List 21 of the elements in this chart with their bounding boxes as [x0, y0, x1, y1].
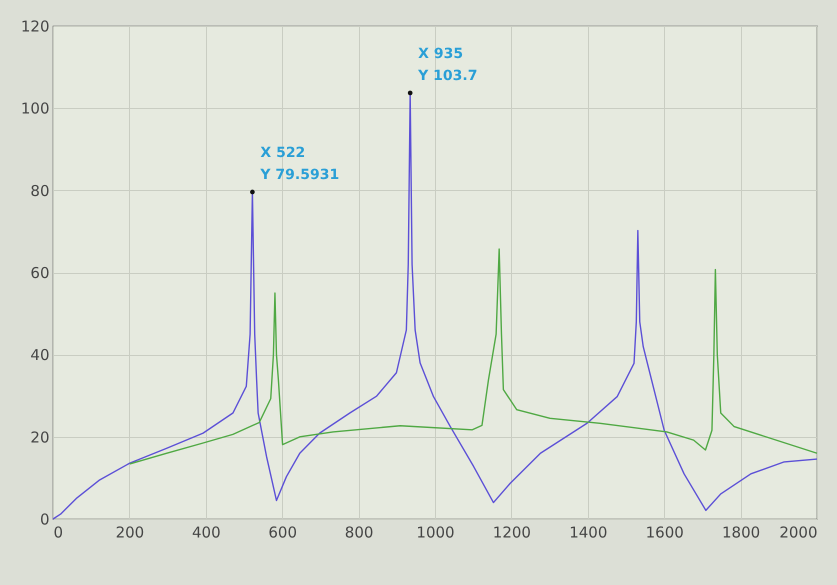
x-tick-label: 800: [344, 524, 374, 542]
y-tick-label: 40: [30, 346, 50, 364]
y-tick-label: 120: [20, 18, 50, 36]
y-tick-label: 20: [30, 428, 50, 446]
x-tick-label: 0: [54, 524, 64, 542]
x-tick-label: 1400: [569, 524, 608, 542]
x-tick-label: 1200: [492, 524, 531, 542]
x-tick-label: 200: [116, 524, 144, 542]
x-tick-label: 1000: [416, 524, 455, 542]
x-tick-label: 1800: [722, 524, 760, 542]
x-tick-label: 400: [192, 524, 221, 542]
y-tick-label: 100: [20, 100, 50, 118]
y-tick-label: 0: [40, 510, 50, 528]
y-tick-label: 60: [30, 264, 50, 282]
x-tick-label: 1600: [646, 524, 684, 542]
annotation: X 522 Y 79.5931: [259, 145, 340, 184]
line-series: [129, 248, 818, 465]
annotation: X 935 Y 103.7: [417, 46, 478, 84]
x-tick-label: 600: [268, 524, 298, 542]
y-tick-label: 80: [30, 182, 50, 200]
x-tick-label: 2000: [779, 524, 818, 542]
